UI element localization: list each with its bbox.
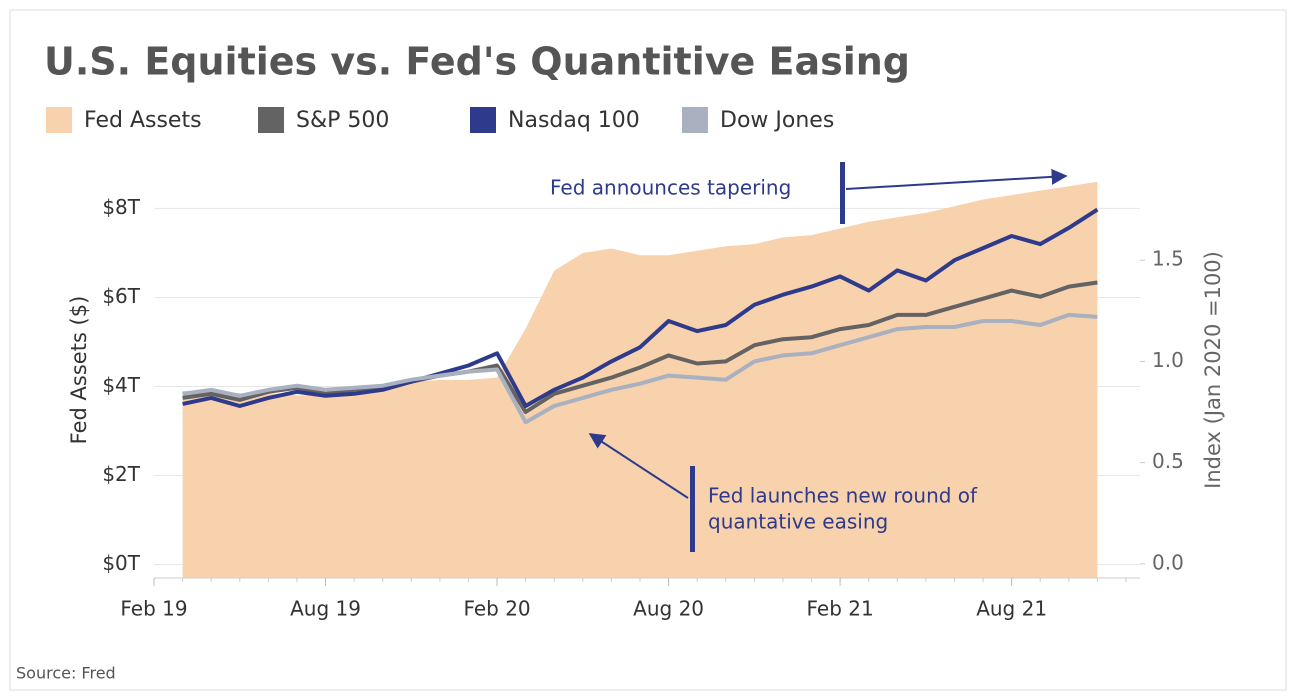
line [182, 207, 1099, 408]
x-tick-label: Feb 19 [120, 597, 187, 621]
legend-label: Nasdaq 100 [508, 108, 640, 133]
y-tick-label: $0T [102, 551, 140, 575]
x-tick-label: Feb 21 [807, 597, 874, 621]
legend-label: S&P 500 [296, 108, 389, 133]
chart-title: U.S. Equities vs. Fed's Quantitive Easin… [44, 40, 910, 84]
y2-tick-label: 0.0 [1152, 550, 1184, 574]
x-tick-label: Aug 20 [633, 597, 704, 621]
x-tick-label: Aug 19 [290, 597, 361, 621]
y-tick-label: $8T [102, 195, 140, 219]
y2-axis-label: Index (Jan 2020 =100) [1201, 251, 1225, 489]
x-tick-label: Aug 21 [976, 597, 1047, 621]
y2-tick-label: 1.0 [1152, 348, 1184, 372]
line [182, 312, 1098, 425]
legend-swatch [46, 107, 72, 133]
y-tick-label: $4T [102, 373, 140, 397]
x-tick-label: Feb 20 [463, 597, 530, 621]
y-tick-label: $6T [102, 284, 140, 308]
source: Source: Fred [16, 664, 116, 683]
annotation-arrow [588, 433, 689, 499]
legend-swatch [258, 107, 284, 133]
y2-tick-label: 0.5 [1152, 449, 1184, 473]
annotation: Fed announces tapering [550, 176, 791, 200]
y2-tick-label: 1.5 [1152, 247, 1184, 271]
y-axis-label: Fed Assets ($) [67, 296, 91, 445]
annotation-bar [840, 162, 845, 224]
area [182, 181, 1098, 578]
legend-label: Fed Assets [84, 108, 202, 133]
line [182, 280, 1098, 414]
annotation-bar [690, 466, 695, 552]
legend-swatch [682, 107, 708, 133]
y-tick-label: $2T [102, 462, 140, 486]
annotation: Fed launches new round of [708, 484, 978, 508]
annotation-arrow [845, 168, 1068, 190]
legend-label: Dow Jones [720, 108, 834, 133]
legend-swatch [470, 107, 496, 133]
annotation: quantative easing [708, 510, 888, 534]
